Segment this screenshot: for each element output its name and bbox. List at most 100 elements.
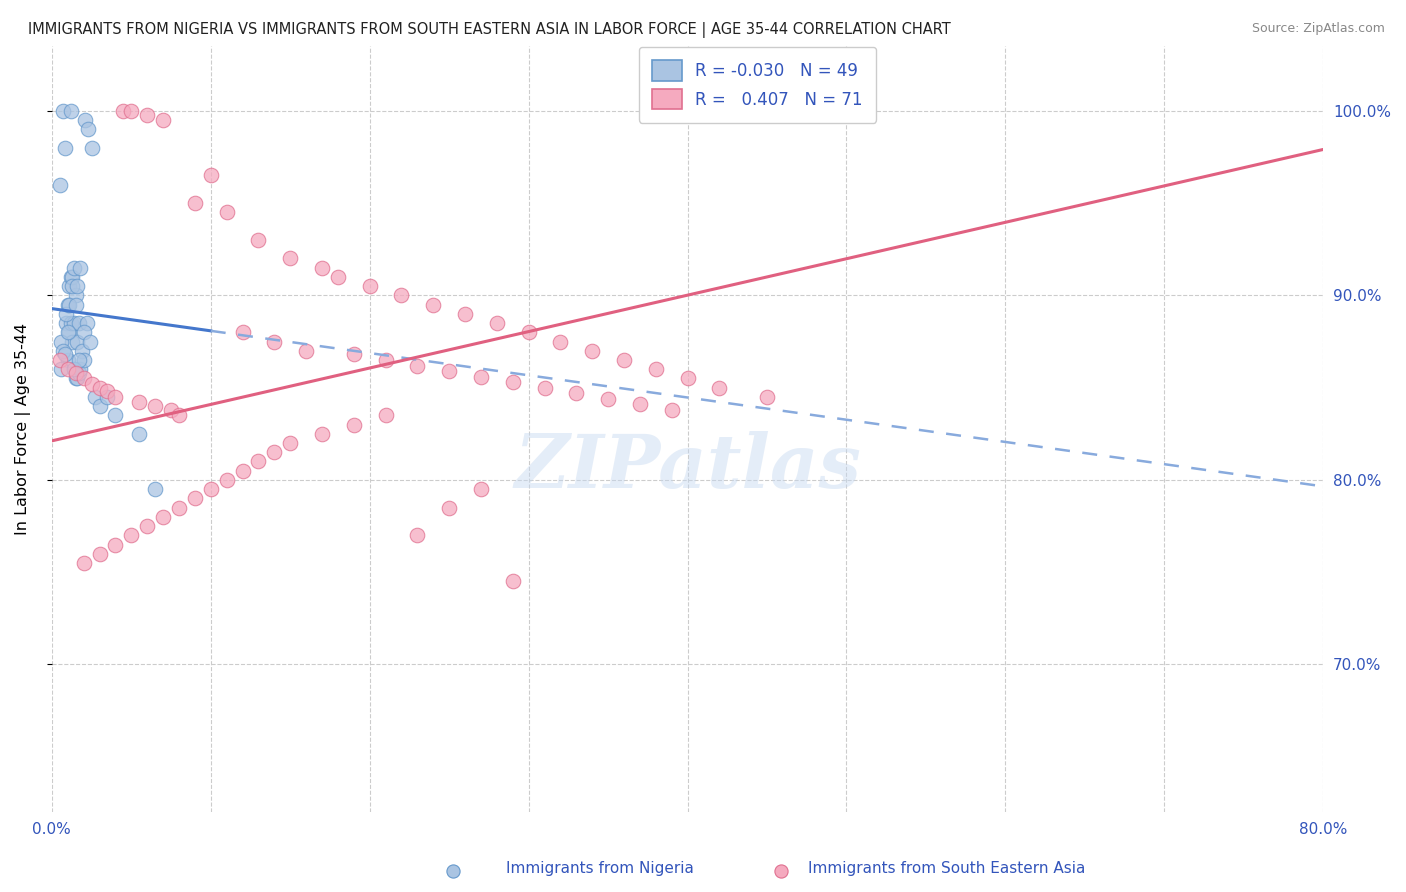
Point [63,362,86,376]
Point [63,316,86,330]
Point [565,386,588,401]
Point [437,500,460,515]
Point [441,863,464,878]
Point [56,297,79,311]
Point [311,426,333,441]
Point [58,326,80,340]
Point [278,436,301,450]
Point [59,316,82,330]
Point [89,381,111,395]
Point [533,381,555,395]
Point [56,326,79,340]
Point [374,409,396,423]
Point [52,103,75,118]
Point [66,334,89,349]
Point [454,307,477,321]
Point [59,103,82,118]
Point [58,279,80,293]
Point [200,482,222,496]
Point [76,316,98,330]
Point [596,392,619,406]
Point [152,509,174,524]
Point [56,362,79,376]
Point [136,107,159,121]
Point [49,353,72,368]
Point [56,353,79,368]
Legend: R = -0.030   N = 49, R =   0.407   N = 71: R = -0.030 N = 49, R = 0.407 N = 71 [638,47,876,122]
Point [247,454,270,468]
Point [72,353,94,368]
Text: Immigrants from Nigeria: Immigrants from Nigeria [506,861,695,876]
Point [470,482,492,496]
Point [65,297,87,311]
Point [676,371,699,385]
Text: IMMIGRANTS FROM NIGERIA VS IMMIGRANTS FROM SOUTH EASTERN ASIA IN LABOR FORCE | A: IMMIGRANTS FROM NIGERIA VS IMMIGRANTS FR… [28,22,950,38]
Point [53,141,76,155]
Point [55,316,77,330]
Point [661,402,683,417]
Point [184,196,207,211]
Point [406,359,429,373]
Point [184,491,207,506]
Point [756,390,779,404]
Point [485,316,508,330]
Point [709,381,731,395]
Point [263,334,285,349]
Point [70,343,93,358]
Text: ZIPatlas: ZIPatlas [515,431,860,504]
Point [67,316,90,330]
Point [120,103,142,118]
Point [232,464,254,478]
Point [770,863,793,878]
Point [67,353,90,368]
Point [120,528,142,542]
Y-axis label: In Labor Force | Age 35-44: In Labor Force | Age 35-44 [15,323,31,535]
Point [160,402,183,417]
Point [89,399,111,413]
Point [89,547,111,561]
Point [51,362,73,376]
Point [104,390,127,404]
Point [83,390,105,404]
Point [628,397,651,411]
Point [143,399,166,413]
Point [59,269,82,284]
Point [67,366,90,380]
Point [53,347,76,361]
Point [422,297,444,311]
Point [359,279,381,293]
Point [343,417,366,432]
Point [502,574,524,589]
Point [96,384,118,399]
Point [215,473,238,487]
Point [295,343,318,358]
Point [75,113,97,128]
Point [77,122,100,136]
Point [69,260,91,275]
Point [374,353,396,368]
Point [51,334,73,349]
Point [167,500,190,515]
Point [52,343,75,358]
Point [143,482,166,496]
Point [200,169,222,183]
Point [128,395,150,409]
Point [613,353,636,368]
Point [470,369,492,384]
Point [437,364,460,378]
Point [502,375,524,389]
Point [136,519,159,533]
Point [72,326,94,340]
Point [49,178,72,192]
Point [215,205,238,219]
Point [391,288,413,302]
Point [263,445,285,459]
Text: Immigrants from South Eastern Asia: Immigrants from South Eastern Asia [808,861,1085,876]
Point [644,362,666,376]
Point [72,556,94,570]
Point [104,537,127,551]
Point [343,347,366,361]
Point [80,376,103,391]
Point [65,366,87,380]
Point [65,288,87,302]
